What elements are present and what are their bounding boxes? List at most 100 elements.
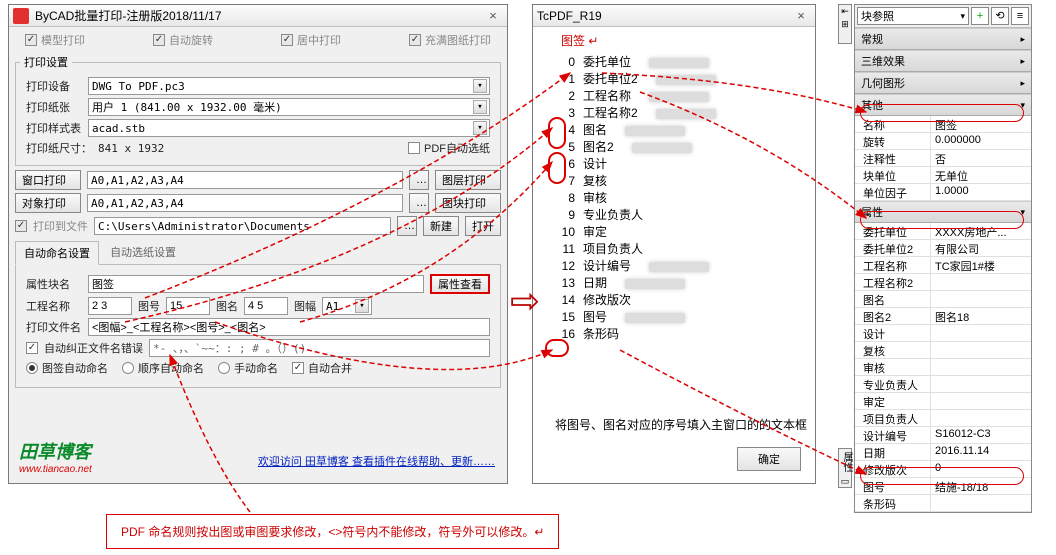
prop-row[interactable]: 图名 [855, 291, 1031, 308]
close-icon[interactable]: × [791, 8, 811, 24]
cb-to-file[interactable] [15, 220, 27, 232]
close-icon[interactable]: × [483, 8, 503, 24]
pdf-item: 3工程名称2 [583, 105, 785, 122]
help-link[interactable]: 欢迎访问 田草博客 查看插件在线帮助、更新…… [258, 456, 495, 468]
attr-block-input[interactable] [88, 275, 424, 293]
prop-btn-3[interactable]: ≡ [1011, 7, 1029, 25]
open-button[interactable]: 打开 [465, 216, 501, 236]
range-more-1[interactable]: … [409, 170, 429, 190]
prop-btn-2[interactable]: ⟲ [991, 7, 1009, 25]
side-tabs-left[interactable]: ⇤⊞ [838, 4, 852, 44]
prop-row[interactable]: 专业负责人 [855, 376, 1031, 393]
pdf-item: 5图名2 [583, 139, 785, 156]
prop-row[interactable]: 委托单位2有限公司 [855, 240, 1031, 257]
prop-type-select[interactable]: 块参照▾ [857, 7, 969, 25]
prop-row[interactable]: 审定 [855, 393, 1031, 410]
pdf-footer: 将图号、图名对应的序号填入主窗口的的文本框 [555, 416, 807, 433]
cb-autofix[interactable] [26, 342, 38, 354]
pdf-item: 13日期 [583, 275, 785, 292]
prop-row[interactable]: 工程名称TC家园1#楼 [855, 257, 1031, 274]
prop-row[interactable]: 复核 [855, 342, 1031, 359]
app-icon [13, 8, 29, 24]
badchars-input[interactable] [149, 339, 490, 357]
cb-model-print[interactable] [25, 34, 37, 46]
pdf-window: TcPDF_R19 × 图签 ↵ 0委托单位1委托单位22工程名称3工程名称24… [532, 4, 816, 484]
print-file-input[interactable] [88, 318, 490, 336]
draw-name-input[interactable] [244, 297, 288, 315]
layer-print-button[interactable]: 图层打印 [435, 170, 501, 190]
pdf-item: 1委托单位2 [583, 71, 785, 88]
cb-pdf-auto[interactable] [408, 142, 420, 154]
pdf-item: 4图名 [583, 122, 785, 139]
prop-row[interactable]: 修改版次0 [855, 461, 1031, 478]
side-tabs-right[interactable]: 属性▭ [838, 448, 852, 488]
range-input-1[interactable] [87, 171, 403, 189]
frame-select[interactable]: A1▾ [322, 297, 372, 315]
prop-btn-1[interactable]: + [971, 7, 989, 25]
range-input-2[interactable] [87, 194, 403, 212]
paper-select[interactable]: 用户 1 (841.00 x 1932.00 毫米)▾ [88, 98, 490, 116]
pdf-item: 9专业负责人 [583, 207, 785, 224]
prop-row[interactable]: 注释性否 [855, 150, 1031, 167]
prop-section[interactable]: 几何图形▸ [855, 72, 1031, 94]
tab-autopaper[interactable]: 自动选纸设置 [102, 241, 184, 263]
prop-row[interactable]: 项目负责人 [855, 410, 1031, 427]
prop-section[interactable]: 常规▸ [855, 28, 1031, 50]
path-more[interactable]: … [397, 216, 417, 236]
pdf-header: 图签 ↵ [561, 33, 785, 50]
pdf-item: 14修改版次 [583, 292, 785, 309]
prop-row[interactable]: 日期2016.11.14 [855, 444, 1031, 461]
arrow-right-icon: ⇨ [510, 280, 540, 322]
pdf-item: 16条形码 [583, 326, 785, 343]
radio-manual-name[interactable] [218, 362, 230, 374]
logo: 田草博客 [19, 438, 92, 464]
ok-button[interactable]: 确定 [737, 447, 801, 471]
range-more-2[interactable]: … [409, 193, 429, 213]
prop-row[interactable]: 单位因子1.0000 [855, 184, 1031, 201]
main-titlebar: ByCAD批量打印-注册版2018/11/17 × [9, 5, 507, 27]
prop-row[interactable]: 设计编号S16012-C3 [855, 427, 1031, 444]
draw-num-input[interactable] [166, 297, 210, 315]
cb-center-print[interactable] [281, 34, 293, 46]
proj-name-input[interactable] [88, 297, 132, 315]
block-print-button[interactable]: 图块打印 [435, 193, 501, 213]
pdf-item: 15图号 [583, 309, 785, 326]
style-select[interactable]: acad.stb▾ [88, 119, 490, 137]
path-input[interactable] [94, 217, 391, 235]
pdf-item: 7复核 [583, 173, 785, 190]
prop-row[interactable]: 名称图签 [855, 116, 1031, 133]
attr-view-button[interactable]: 属性查看 [430, 274, 490, 294]
cb-auto-rotate[interactable] [153, 34, 165, 46]
prop-row[interactable]: 块单位无单位 [855, 167, 1031, 184]
prop-row[interactable]: 条形码 [855, 495, 1031, 512]
prop-section[interactable]: 其他▾ [855, 94, 1031, 116]
url-text: www.tiancao.net [19, 464, 92, 475]
prop-section[interactable]: 三维效果▸ [855, 50, 1031, 72]
radio-sig-name[interactable] [26, 362, 38, 374]
properties-panel: 块参照▾ + ⟲ ≡ 常规▸三维效果▸几何图形▸其他▾名称图签旋转0.00000… [854, 4, 1032, 513]
prop-section[interactable]: 属性▾ [855, 201, 1031, 223]
pdf-item: 11项目负责人 [583, 241, 785, 258]
cb-fill-print[interactable] [409, 34, 421, 46]
prop-row[interactable]: 设计 [855, 325, 1031, 342]
chevron-down-icon: ▾ [473, 100, 487, 114]
pdf-title: TcPDF_R19 [537, 9, 602, 23]
chevron-down-icon: ▾ [355, 299, 369, 313]
prop-row[interactable]: 图名2图名18 [855, 308, 1031, 325]
prop-row[interactable]: 审核 [855, 359, 1031, 376]
radio-seq-name[interactable] [122, 362, 134, 374]
prop-row[interactable]: 图号结施-18/18 [855, 478, 1031, 495]
object-print-button[interactable]: 对象打印 [15, 193, 81, 213]
pdf-item: 8审核 [583, 190, 785, 207]
new-button[interactable]: 新建 [423, 216, 459, 236]
pdf-titlebar: TcPDF_R19 × [533, 5, 815, 27]
cb-automerge[interactable] [292, 362, 304, 374]
prop-row[interactable]: 工程名称2 [855, 274, 1031, 291]
prop-row[interactable]: 旋转0.000000 [855, 133, 1031, 150]
pdf-item: 12设计编号 [583, 258, 785, 275]
window-print-button[interactable]: 窗口打印 [15, 170, 81, 190]
device-select[interactable]: DWG To PDF.pc3▾ [88, 77, 490, 95]
pdf-item: 10审定 [583, 224, 785, 241]
tab-autoname[interactable]: 自动命名设置 [15, 241, 99, 265]
prop-row[interactable]: 委托单位XXXX房地产... [855, 223, 1031, 240]
